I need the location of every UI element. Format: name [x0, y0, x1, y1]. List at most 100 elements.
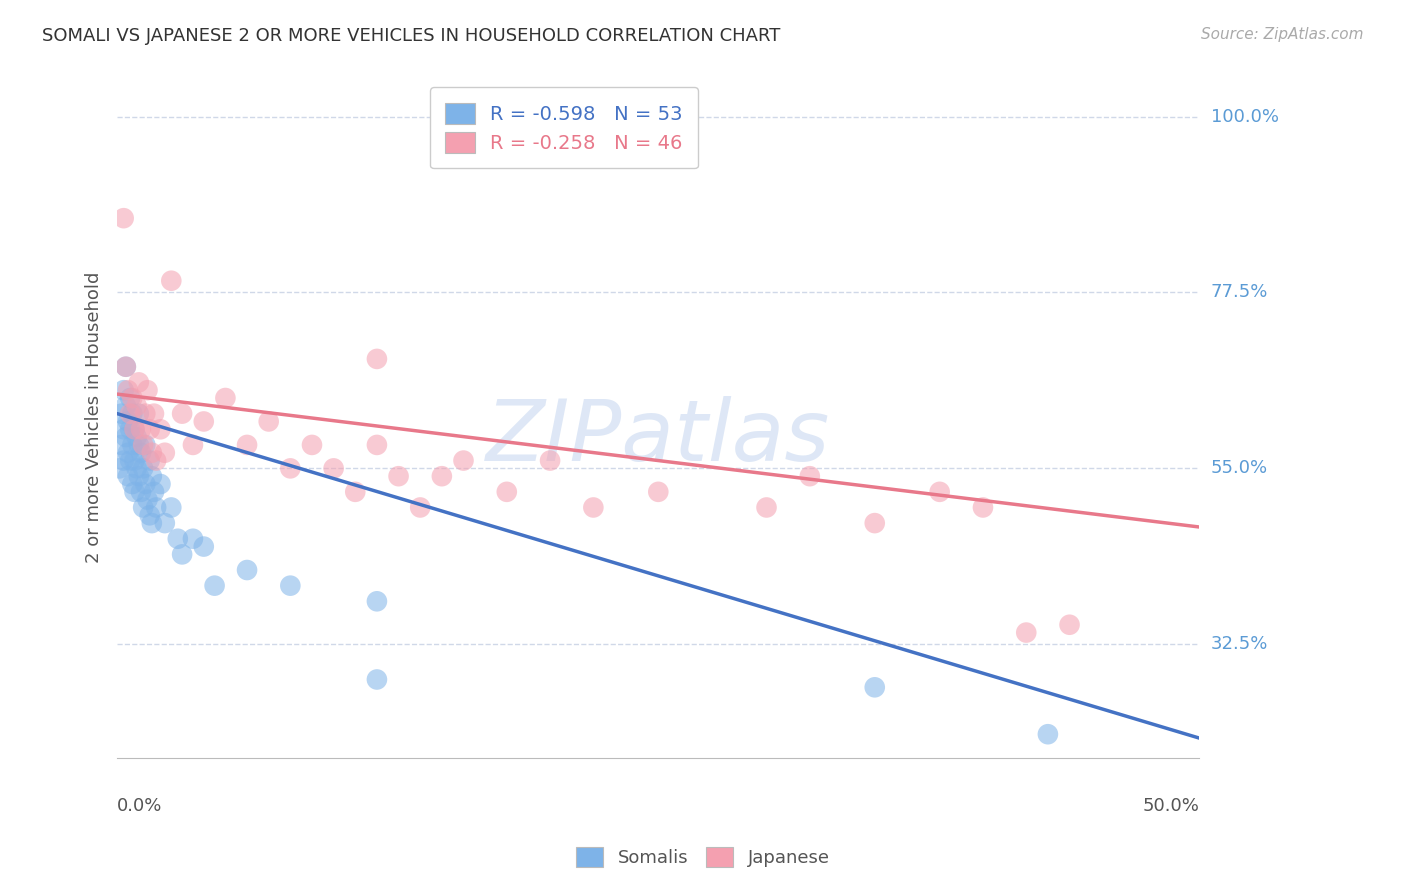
- Text: 100.0%: 100.0%: [1211, 108, 1278, 126]
- Point: [647, 484, 669, 499]
- Point: [108, 461, 131, 475]
- Point: [143, 407, 166, 421]
- Point: [115, 359, 138, 374]
- Point: [121, 407, 143, 421]
- Text: ZIPatlas: ZIPatlas: [486, 396, 831, 480]
- Point: [149, 422, 172, 436]
- Point: [141, 469, 163, 483]
- Point: [430, 469, 453, 483]
- Point: [160, 274, 183, 288]
- Point: [124, 484, 146, 499]
- Point: [453, 453, 475, 467]
- Point: [112, 211, 135, 226]
- Point: [128, 407, 150, 421]
- Point: [153, 446, 176, 460]
- Point: [121, 438, 143, 452]
- Point: [236, 563, 259, 577]
- Text: 55.0%: 55.0%: [1211, 459, 1268, 477]
- Point: [125, 461, 148, 475]
- Point: [409, 500, 432, 515]
- Text: 50.0%: 50.0%: [1143, 797, 1199, 814]
- Point: [112, 422, 135, 436]
- Point: [121, 477, 143, 491]
- Point: [128, 469, 150, 483]
- Point: [112, 453, 135, 467]
- Point: [121, 391, 143, 405]
- Point: [1059, 617, 1081, 632]
- Point: [117, 469, 139, 483]
- Point: [193, 540, 215, 554]
- Text: 0.0%: 0.0%: [117, 797, 163, 814]
- Point: [115, 359, 138, 374]
- Point: [128, 438, 150, 452]
- Point: [141, 446, 163, 460]
- Point: [125, 399, 148, 413]
- Point: [863, 681, 886, 695]
- Point: [1015, 625, 1038, 640]
- Point: [132, 461, 155, 475]
- Point: [181, 532, 204, 546]
- Point: [117, 446, 139, 460]
- Point: [149, 477, 172, 491]
- Text: 77.5%: 77.5%: [1211, 284, 1268, 301]
- Point: [141, 516, 163, 530]
- Point: [799, 469, 821, 483]
- Point: [143, 484, 166, 499]
- Point: [112, 383, 135, 397]
- Point: [582, 500, 605, 515]
- Point: [257, 414, 280, 428]
- Point: [136, 492, 159, 507]
- Point: [153, 516, 176, 530]
- Point: [538, 453, 561, 467]
- Point: [129, 484, 152, 499]
- Point: [134, 438, 156, 452]
- Y-axis label: 2 or more Vehicles in Household: 2 or more Vehicles in Household: [86, 272, 103, 563]
- Point: [125, 430, 148, 444]
- Point: [366, 351, 388, 366]
- Point: [366, 594, 388, 608]
- Point: [132, 500, 155, 515]
- Point: [136, 383, 159, 397]
- Point: [193, 414, 215, 428]
- Point: [214, 391, 236, 405]
- Point: [132, 438, 155, 452]
- Point: [863, 516, 886, 530]
- Point: [928, 484, 950, 499]
- Point: [145, 500, 167, 515]
- Point: [301, 438, 323, 452]
- Point: [181, 438, 204, 452]
- Point: [128, 376, 150, 390]
- Point: [280, 461, 302, 475]
- Point: [1036, 727, 1059, 741]
- Point: [160, 500, 183, 515]
- Point: [129, 422, 152, 436]
- Text: 32.5%: 32.5%: [1211, 635, 1268, 653]
- Text: SOMALI VS JAPANESE 2 OR MORE VEHICLES IN HOUSEHOLD CORRELATION CHART: SOMALI VS JAPANESE 2 OR MORE VEHICLES IN…: [42, 27, 780, 45]
- Point: [172, 407, 194, 421]
- Text: Source: ZipAtlas.com: Source: ZipAtlas.com: [1201, 27, 1364, 42]
- Point: [344, 484, 367, 499]
- Point: [366, 673, 388, 687]
- Point: [117, 383, 139, 397]
- Point: [366, 438, 388, 452]
- Point: [138, 508, 160, 523]
- Point: [755, 500, 778, 515]
- Point: [138, 453, 160, 467]
- Point: [120, 453, 142, 467]
- Point: [124, 453, 146, 467]
- Point: [134, 477, 156, 491]
- Point: [172, 548, 194, 562]
- Point: [110, 407, 132, 421]
- Point: [120, 407, 142, 421]
- Point: [495, 484, 517, 499]
- Point: [280, 579, 302, 593]
- Point: [138, 422, 160, 436]
- Point: [110, 438, 132, 452]
- Point: [145, 453, 167, 467]
- Point: [387, 469, 409, 483]
- Point: [134, 407, 156, 421]
- Point: [124, 422, 146, 436]
- Point: [322, 461, 344, 475]
- Point: [166, 532, 188, 546]
- Point: [120, 391, 142, 405]
